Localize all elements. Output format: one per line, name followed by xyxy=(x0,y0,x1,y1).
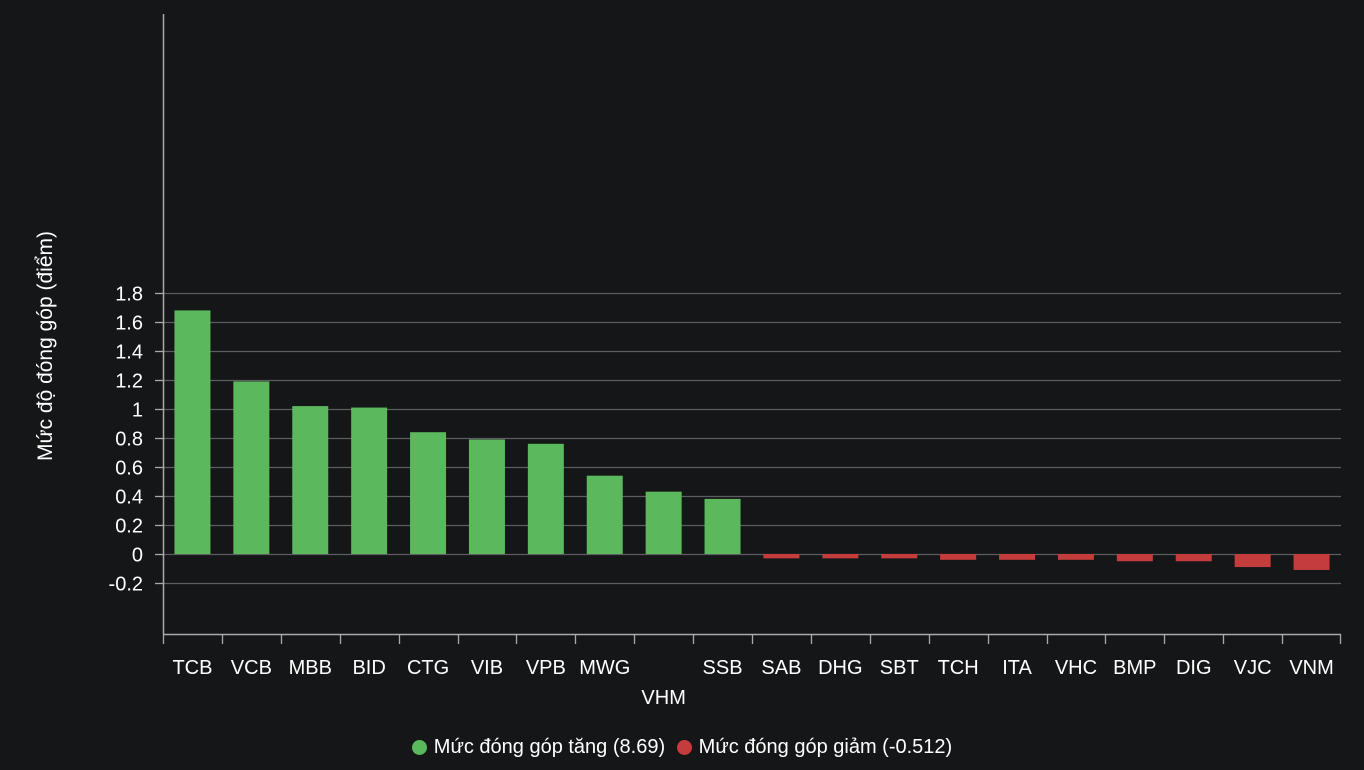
x-tick-label-vjc: VJC xyxy=(1234,657,1272,679)
bar-tcb[interactable] xyxy=(174,310,211,554)
x-tick-label-sbt: SBT xyxy=(880,657,919,679)
y-tick-label: 0 xyxy=(132,545,143,567)
legend-item-negative[interactable]: Mức đóng góp giảm (-0.512) xyxy=(676,733,953,761)
x-tick-label-vnm: VNM xyxy=(1289,657,1333,679)
x-tick-label-mbb: MBB xyxy=(289,657,332,679)
bar-vpb[interactable] xyxy=(527,443,564,554)
bar-vhc[interactable] xyxy=(1057,554,1094,560)
legend-item-positive[interactable]: Mức đóng góp tăng (8.69) xyxy=(411,733,666,761)
bar-mwg[interactable] xyxy=(586,475,623,554)
bar-chart: -0.2 0 0.2 0.4 0.6 0.8 1 1.2 1.4 1.6 1.8 TCB VCB MBB… xyxy=(34,14,1342,709)
bar-ita[interactable] xyxy=(999,554,1036,560)
bar-vib[interactable] xyxy=(468,439,505,554)
bar-sab[interactable] xyxy=(763,554,800,559)
bar-bid[interactable] xyxy=(351,407,388,554)
x-tick-label-ctg: CTG xyxy=(407,657,449,679)
x-tick-label-tch: TCH xyxy=(938,657,979,679)
bar-vcb[interactable] xyxy=(233,381,270,554)
bar-sbt[interactable] xyxy=(881,554,918,559)
x-tick-label-ita: ITA xyxy=(1002,657,1032,679)
x-tick-label-vib: VIB xyxy=(471,657,503,679)
y-tick-label: 1.2 xyxy=(115,371,143,393)
y-tick-labels: -0.2 0 0.2 0.4 0.6 0.8 1 1.2 1.4 1.6 1.8 xyxy=(109,284,143,596)
x-tick-label-bid: BID xyxy=(352,657,385,679)
axes xyxy=(155,14,1342,644)
bars xyxy=(174,310,1330,570)
y-tick-label: 0.8 xyxy=(115,429,143,451)
y-tick-label: 1.4 xyxy=(115,342,143,364)
x-tick-label-bmp: BMP xyxy=(1113,657,1156,679)
bar-dhg[interactable] xyxy=(822,554,859,559)
x-tick-labels: TCB VCB MBB BID CTG VIB VPB MWG VHM SSB SAB DHG SBT T… xyxy=(172,657,1333,709)
y-tick-label: 0.2 xyxy=(115,516,143,538)
bar-bmp[interactable] xyxy=(1116,554,1153,562)
bar-vhm[interactable] xyxy=(645,491,682,554)
bar-ssb[interactable] xyxy=(704,498,741,554)
legend-negative-label: Mức đóng góp giảm (-0.512) xyxy=(698,736,953,758)
legend-positive-label: Mức đóng góp tăng (8.69) xyxy=(433,736,666,758)
y-tick-label: 0.6 xyxy=(115,458,143,480)
legend-positive-marker-icon xyxy=(411,739,427,755)
y-tick-label: 0.4 xyxy=(115,487,143,509)
bar-dig[interactable] xyxy=(1175,554,1212,562)
y-axis-label: Mức độ đóng góp (điểm) xyxy=(34,231,57,461)
legend-negative-marker-icon xyxy=(676,739,692,755)
y-tick-label: 1.6 xyxy=(115,313,143,335)
bar-mbb[interactable] xyxy=(292,406,329,554)
gridlines xyxy=(163,292,1341,585)
x-tick-label-sab: SAB xyxy=(761,657,801,679)
bar-vjc[interactable] xyxy=(1234,554,1271,568)
x-tick-label-dhg: DHG xyxy=(818,657,862,679)
bar-tch[interactable] xyxy=(940,554,977,560)
x-tick-label-vcb: VCB xyxy=(231,657,272,679)
legend: Mức đóng góp tăng (8.69) Mức đóng góp gi… xyxy=(0,733,1364,763)
x-tick-label-mwg: MWG xyxy=(579,657,630,679)
y-tick-label: 1.8 xyxy=(115,284,143,306)
x-tick-label-dig: DIG xyxy=(1176,657,1212,679)
y-tick-label: 1 xyxy=(132,400,143,422)
x-tick-label-ssb: SSB xyxy=(703,657,743,679)
bar-ctg[interactable] xyxy=(410,432,447,554)
x-tick-label-tcb: TCB xyxy=(172,657,212,679)
x-tick-label-vpb: VPB xyxy=(526,657,566,679)
bar-vnm[interactable] xyxy=(1293,554,1330,570)
x-tick-label-vhc: VHC xyxy=(1055,657,1097,679)
x-tick-label-vhm: VHM xyxy=(641,687,685,709)
y-tick-label: -0.2 xyxy=(109,574,143,596)
